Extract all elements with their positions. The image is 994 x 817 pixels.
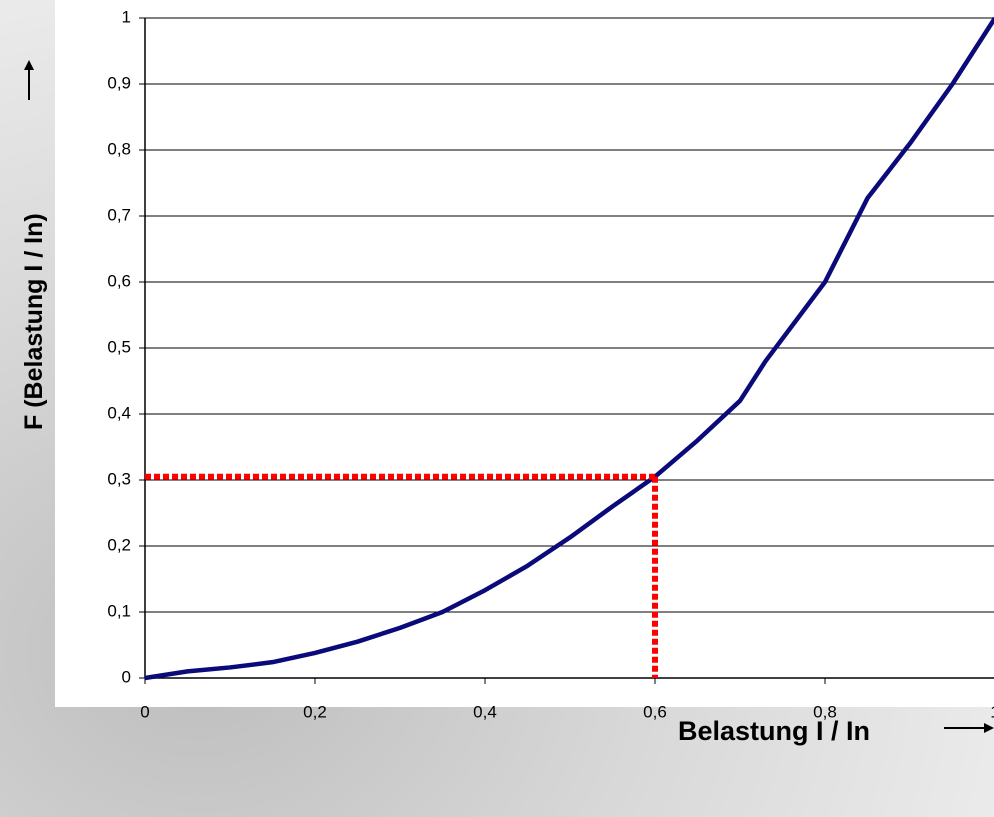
y-tick-label: 0,9 (107, 73, 131, 92)
data-line (144, 16, 994, 681)
x-tick-label: 0,8 (813, 702, 837, 721)
x-tick-label: 1 (990, 702, 994, 721)
x-tick-label: 0 (140, 702, 149, 721)
y-tick-label: 0,4 (107, 403, 131, 422)
plot-panel (55, 0, 994, 707)
x-axis-label: Belastung I / In (678, 716, 871, 746)
x-tick-label: 0,2 (303, 702, 327, 721)
y-arrow-head (24, 60, 34, 70)
y-tick-label: 0,8 (107, 139, 131, 158)
y-tick-label: 0,7 (107, 205, 131, 224)
y-tick-label: 0,6 (107, 271, 131, 290)
y-tick-label: 0,5 (107, 337, 131, 356)
y-axis-label: F (Belastung I / In) (20, 213, 48, 430)
y-tick-label: 0,1 (107, 601, 131, 620)
y-tick-label: 1 (122, 7, 131, 26)
x-tick-label: 0,4 (473, 702, 497, 721)
y-tick-label: 0 (122, 667, 131, 686)
y-tick-label: 0,2 (107, 535, 131, 554)
x-arrow-head (984, 723, 994, 733)
x-tick-label: 0,6 (643, 702, 667, 721)
y-tick-label: 0,3 (107, 469, 131, 488)
